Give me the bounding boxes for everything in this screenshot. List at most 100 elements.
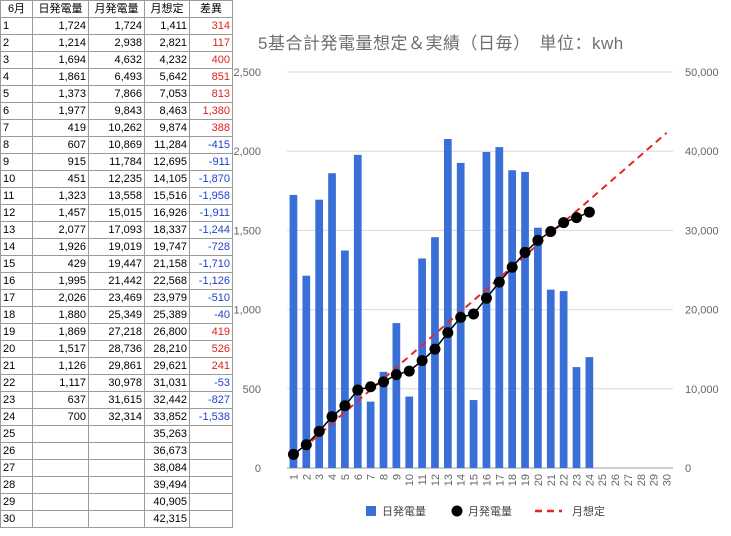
cell-monthly-output[interactable]: 15,015: [88, 204, 145, 222]
cell-difference[interactable]: -40: [189, 306, 233, 324]
cell-monthly-output[interactable]: 1,724: [88, 17, 145, 35]
cell-daily-output[interactable]: [32, 459, 89, 477]
cell-monthly-output[interactable]: 28,736: [88, 340, 145, 358]
cell-daily-output[interactable]: [32, 425, 89, 443]
cell-daily-output[interactable]: 1,926: [32, 238, 89, 256]
cell-monthly-forecast[interactable]: 26,800: [144, 323, 190, 341]
cell-monthly-output[interactable]: [88, 493, 145, 511]
cell-day[interactable]: 8: [0, 136, 33, 154]
cell-monthly-forecast[interactable]: 14,105: [144, 170, 190, 188]
cell-monthly-forecast[interactable]: 33,852: [144, 408, 190, 426]
cell-difference[interactable]: -1,126: [189, 272, 233, 290]
cell-difference[interactable]: [189, 510, 233, 528]
cell-difference[interactable]: [189, 425, 233, 443]
cell-day[interactable]: 9: [0, 153, 33, 171]
cell-difference[interactable]: -911: [189, 153, 233, 171]
header-monthly-output[interactable]: 月発電量: [88, 0, 145, 18]
cell-monthly-forecast[interactable]: 25,389: [144, 306, 190, 324]
cell-monthly-output[interactable]: 19,019: [88, 238, 145, 256]
cell-monthly-output[interactable]: 27,218: [88, 323, 145, 341]
cell-day[interactable]: 10: [0, 170, 33, 188]
cell-daily-output[interactable]: 1,117: [32, 374, 89, 392]
cell-day[interactable]: 14: [0, 238, 33, 256]
cell-monthly-forecast[interactable]: 31,031: [144, 374, 190, 392]
cell-day[interactable]: 18: [0, 306, 33, 324]
header-difference[interactable]: 差異: [189, 0, 233, 18]
cell-difference[interactable]: -415: [189, 136, 233, 154]
header-daily-output[interactable]: 日発電量: [32, 0, 89, 18]
cell-monthly-forecast[interactable]: 36,673: [144, 442, 190, 460]
cell-difference[interactable]: -1,958: [189, 187, 233, 205]
cell-difference[interactable]: -510: [189, 289, 233, 307]
cell-monthly-forecast[interactable]: 18,337: [144, 221, 190, 239]
cell-difference[interactable]: -728: [189, 238, 233, 256]
cell-monthly-output[interactable]: 2,938: [88, 34, 145, 52]
cell-daily-output[interactable]: 1,869: [32, 323, 89, 341]
cell-monthly-forecast[interactable]: 4,232: [144, 51, 190, 69]
cell-difference[interactable]: 388: [189, 119, 233, 137]
header-month[interactable]: 6月: [0, 0, 33, 18]
cell-day[interactable]: 13: [0, 221, 33, 239]
cell-day[interactable]: 22: [0, 374, 33, 392]
cell-difference[interactable]: 851: [189, 68, 233, 86]
cell-daily-output[interactable]: 429: [32, 255, 89, 273]
cell-day[interactable]: 5: [0, 85, 33, 103]
cell-difference[interactable]: -1,710: [189, 255, 233, 273]
cell-monthly-forecast[interactable]: 15,516: [144, 187, 190, 205]
cell-difference[interactable]: 813: [189, 85, 233, 103]
cell-monthly-output[interactable]: 7,866: [88, 85, 145, 103]
cell-difference[interactable]: 419: [189, 323, 233, 341]
cell-monthly-output[interactable]: 6,493: [88, 68, 145, 86]
cell-day[interactable]: 11: [0, 187, 33, 205]
cell-daily-output[interactable]: 1,517: [32, 340, 89, 358]
cell-monthly-forecast[interactable]: 42,315: [144, 510, 190, 528]
cell-monthly-output[interactable]: 4,632: [88, 51, 145, 69]
cell-monthly-forecast[interactable]: 40,905: [144, 493, 190, 511]
header-monthly-forecast[interactable]: 月想定: [144, 0, 190, 18]
cell-difference[interactable]: 400: [189, 51, 233, 69]
cell-daily-output[interactable]: 419: [32, 119, 89, 137]
cell-day[interactable]: 6: [0, 102, 33, 120]
cell-difference[interactable]: -1,870: [189, 170, 233, 188]
cell-monthly-forecast[interactable]: 1,411: [144, 17, 190, 35]
cell-monthly-forecast[interactable]: 28,210: [144, 340, 190, 358]
cell-daily-output[interactable]: 2,077: [32, 221, 89, 239]
cell-monthly-forecast[interactable]: 2,821: [144, 34, 190, 52]
cell-daily-output[interactable]: 700: [32, 408, 89, 426]
cell-difference[interactable]: 1,380: [189, 102, 233, 120]
cell-monthly-forecast[interactable]: 38,084: [144, 459, 190, 477]
cell-monthly-output[interactable]: 23,469: [88, 289, 145, 307]
cell-monthly-output[interactable]: 25,349: [88, 306, 145, 324]
cell-monthly-forecast[interactable]: 19,747: [144, 238, 190, 256]
cell-daily-output[interactable]: 1,995: [32, 272, 89, 290]
cell-day[interactable]: 30: [0, 510, 33, 528]
cell-monthly-forecast[interactable]: 29,621: [144, 357, 190, 375]
cell-difference[interactable]: -827: [189, 391, 233, 409]
cell-monthly-forecast[interactable]: 16,926: [144, 204, 190, 222]
cell-difference[interactable]: -53: [189, 374, 233, 392]
cell-daily-output[interactable]: [32, 442, 89, 460]
cell-monthly-output[interactable]: 10,869: [88, 136, 145, 154]
cell-day[interactable]: 7: [0, 119, 33, 137]
cell-daily-output[interactable]: 451: [32, 170, 89, 188]
cell-monthly-output[interactable]: [88, 442, 145, 460]
cell-difference[interactable]: 526: [189, 340, 233, 358]
cell-day[interactable]: 26: [0, 442, 33, 460]
cell-daily-output[interactable]: [32, 510, 89, 528]
cell-monthly-output[interactable]: 19,447: [88, 255, 145, 273]
cell-monthly-forecast[interactable]: 12,695: [144, 153, 190, 171]
cell-daily-output[interactable]: 2,026: [32, 289, 89, 307]
cell-day[interactable]: 21: [0, 357, 33, 375]
cell-difference[interactable]: [189, 442, 233, 460]
cell-day[interactable]: 20: [0, 340, 33, 358]
cell-day[interactable]: 3: [0, 51, 33, 69]
cell-day[interactable]: 27: [0, 459, 33, 477]
cell-daily-output[interactable]: 1,724: [32, 17, 89, 35]
cell-difference[interactable]: [189, 459, 233, 477]
cell-monthly-forecast[interactable]: 11,284: [144, 136, 190, 154]
cell-daily-output[interactable]: 1,977: [32, 102, 89, 120]
cell-monthly-forecast[interactable]: 7,053: [144, 85, 190, 103]
cell-difference[interactable]: -1,244: [189, 221, 233, 239]
cell-day[interactable]: 2: [0, 34, 33, 52]
cell-monthly-output[interactable]: 11,784: [88, 153, 145, 171]
